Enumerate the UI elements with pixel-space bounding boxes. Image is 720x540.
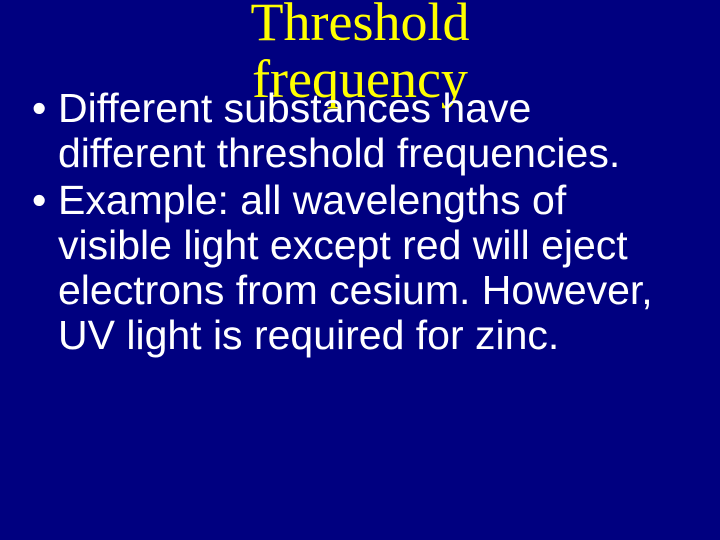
slide-body: • Different substances have different th… xyxy=(30,86,690,361)
list-item: • Different substances have different th… xyxy=(30,86,690,176)
title-line-1: Threshold xyxy=(251,0,470,52)
bullet-icon: • xyxy=(30,86,58,131)
bullet-text: Different substances have different thre… xyxy=(58,86,690,176)
list-item: • Example: all wavelengths of visible li… xyxy=(30,178,690,358)
bullet-icon: • xyxy=(30,178,58,223)
slide: Threshold frequency • Different substanc… xyxy=(0,0,720,540)
bullet-text: Example: all wavelengths of visible ligh… xyxy=(58,178,690,358)
